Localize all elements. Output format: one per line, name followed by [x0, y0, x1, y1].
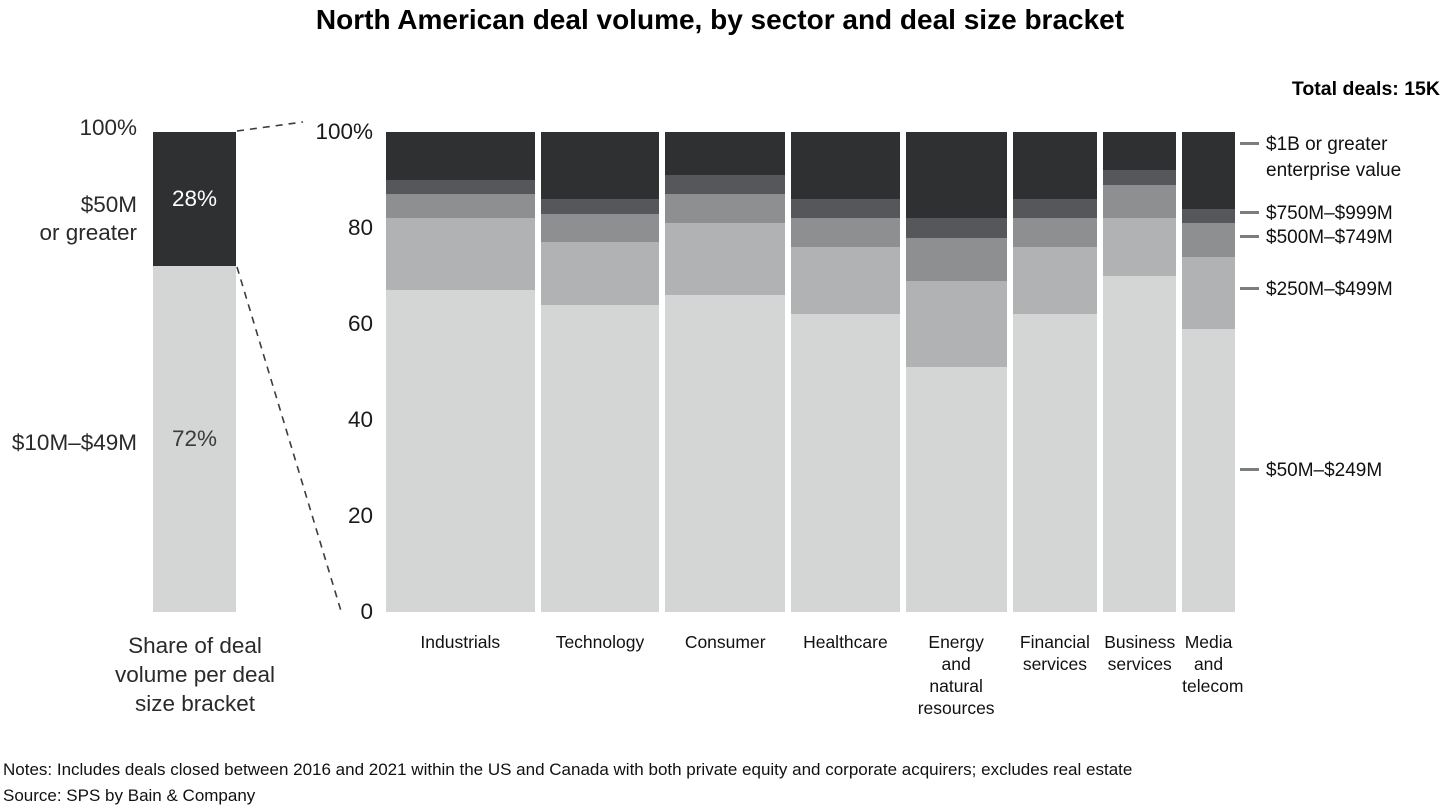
- left-bar-segment: 72%: [153, 266, 236, 612]
- bar-segment: [665, 295, 786, 612]
- bar-segment: [1182, 223, 1235, 257]
- bar-segment: [386, 218, 535, 291]
- bar-segment: [1012, 314, 1098, 612]
- legend-label: $500M–$749M: [1266, 227, 1393, 248]
- legend-tick-icon: [1240, 142, 1259, 145]
- category-label: Industrials: [420, 632, 501, 652]
- bar-segment: [1103, 218, 1177, 276]
- bar-segment: [386, 132, 535, 180]
- category-label: Energy and natural resources: [917, 632, 995, 718]
- y-axis-tick-label: 80: [347, 215, 373, 240]
- category-label: Technology: [555, 632, 645, 652]
- bar-column: [1103, 132, 1177, 612]
- bar-column: [665, 132, 786, 612]
- source-line: Source: SPS by Bain & Company: [3, 785, 256, 805]
- left-bracket-label-50m-or-greater: $50M or greater: [39, 192, 137, 245]
- bar-segment: [386, 290, 535, 612]
- y-axis-tick-label: 100%: [315, 119, 373, 144]
- category-label: Financial services: [1019, 632, 1090, 674]
- bar-segment: [905, 367, 1007, 612]
- notes-line: Notes: Includes deals closed between 201…: [3, 760, 1133, 779]
- bar-segment: [540, 199, 660, 214]
- legend-label: $250M–$499M: [1266, 279, 1393, 300]
- y-axis: 100% 80 60 40 20 0: [260, 0, 373, 810]
- bar-segment: [1103, 275, 1177, 612]
- bar-segment: [1103, 170, 1177, 185]
- segment-value-label: 72%: [171, 426, 218, 452]
- bar-segment: [791, 314, 900, 612]
- bar-column: [540, 132, 660, 612]
- bar-segment: [791, 199, 900, 219]
- bar-segment: [1182, 328, 1235, 612]
- bar-segment: [386, 194, 535, 219]
- category-label: Healthcare: [803, 632, 888, 652]
- bar-segment: [1182, 132, 1235, 209]
- bar-segment: [1012, 132, 1098, 200]
- total-deals-label: Total deals: 15K: [1291, 78, 1440, 100]
- bar-segment: [905, 237, 1007, 281]
- y-axis-tick-label: 60: [347, 311, 373, 336]
- bar-segment: [1182, 256, 1235, 329]
- legend-entry-250m-499m: $250M–$499M: [1240, 277, 1393, 303]
- bar-column: [905, 132, 1007, 612]
- legend-entry-1b-or-greater: $1B or greater enterprise value: [1240, 132, 1401, 184]
- bar-column: [1012, 132, 1098, 612]
- bar-segment: [1182, 208, 1235, 224]
- bar-segment: [905, 280, 1007, 368]
- category-labels: Industrials Technology Consumer Healthcare E…: [386, 631, 1244, 719]
- bar-segment: [1012, 218, 1098, 248]
- category-label: Business services: [1104, 632, 1176, 674]
- y-axis-tick-label: 0: [360, 599, 373, 624]
- page-title: North American deal volume, by sector an…: [315, 4, 1125, 35]
- y-axis-tick-label: 20: [347, 503, 373, 528]
- left-axis-100-label: 100%: [79, 115, 137, 140]
- bar-segment: [540, 132, 660, 200]
- legend-tick-icon: [1240, 211, 1259, 214]
- bar-segment: [665, 194, 786, 224]
- bar-segment: [1012, 247, 1098, 315]
- bar-column: [386, 132, 535, 612]
- legend-entry-500m-749m: $500M–$749M: [1240, 225, 1393, 251]
- legend-tick-icon: [1240, 287, 1259, 290]
- bars: [386, 132, 1235, 612]
- bar-segment: [905, 132, 1007, 219]
- category-label: Consumer: [684, 632, 766, 652]
- left-bracket-label-10m-49m: $10M–$49M: [11, 430, 137, 455]
- bar-segment: [540, 304, 660, 612]
- category-label: Media and telecom: [1182, 632, 1244, 696]
- left-bar-segment: 28%: [153, 132, 236, 267]
- bar-segment: [791, 247, 900, 315]
- legend-label: $1B or greater enterprise value: [1266, 134, 1402, 181]
- footnotes: Notes: Includes deals closed between 201…: [3, 757, 1132, 808]
- bar-segment: [1012, 199, 1098, 219]
- bar-segment: [791, 218, 900, 248]
- bar-segment: [791, 132, 900, 200]
- legend-label: $50M–$249M: [1266, 460, 1383, 481]
- segment-value-label: 28%: [171, 186, 218, 212]
- bar-column: [1182, 132, 1235, 612]
- legend-tick-icon: [1240, 235, 1259, 238]
- bar-segment: [665, 175, 786, 195]
- legend-tick-icon: [1240, 468, 1259, 471]
- bar-segment: [540, 242, 660, 305]
- share-of-volume-bar: 28% 72%: [153, 132, 236, 612]
- bar-segment: [386, 180, 535, 195]
- legend-label: $750M–$999M: [1266, 203, 1393, 224]
- bar-segment: [1103, 184, 1177, 219]
- bar-segment: [1103, 132, 1177, 171]
- bar-column: [791, 132, 900, 612]
- left-chart-caption: Share of deal volume per deal size brack…: [114, 633, 276, 716]
- y-axis-tick-label: 40: [347, 407, 373, 432]
- legend-entry-750m-999m: $750M–$999M: [1240, 201, 1393, 227]
- bar-segment: [905, 218, 1007, 238]
- bar-segment: [540, 213, 660, 243]
- bar-segment: [665, 223, 786, 296]
- legend-entry-50m-249m: $50M–$249M: [1240, 458, 1382, 484]
- bar-segment: [665, 132, 786, 176]
